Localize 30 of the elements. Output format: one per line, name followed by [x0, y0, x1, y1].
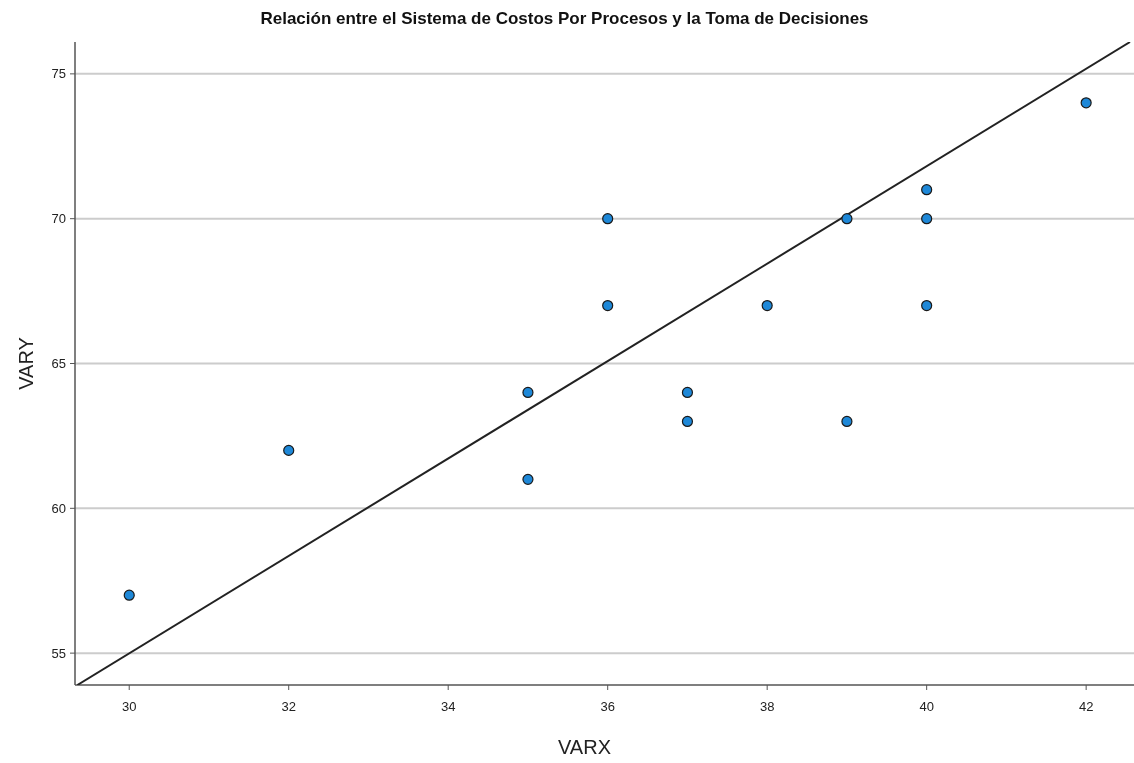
point — [841, 415, 853, 428]
y-tick-label: 70 — [51, 211, 66, 227]
y-tick-label: 60 — [51, 500, 66, 516]
point — [123, 589, 135, 601]
point — [522, 386, 534, 399]
x-tick-label: 34 — [440, 699, 456, 714]
x-tick-label: 36 — [600, 699, 615, 714]
x-tick-label: 38 — [759, 699, 775, 714]
y-tick-label: 65 — [51, 356, 66, 372]
point — [841, 213, 853, 225]
point — [921, 213, 933, 225]
x-tick-label: 40 — [919, 699, 934, 714]
point — [921, 299, 933, 312]
point — [602, 299, 614, 312]
y-axis-title: VARY — [15, 337, 37, 390]
point — [681, 415, 694, 428]
point — [761, 299, 773, 312]
y-tick-label: 55 — [51, 645, 66, 661]
point — [522, 473, 534, 485]
x-tick-label: 32 — [281, 699, 296, 714]
point — [921, 184, 933, 196]
x-tick-label: 42 — [1078, 699, 1094, 714]
point — [1080, 97, 1092, 109]
point — [283, 444, 295, 456]
y-tick-label: 75 — [51, 66, 66, 82]
x-tick-label: 30 — [121, 699, 137, 714]
point — [681, 386, 694, 399]
x-axis-title: VARX — [558, 736, 611, 758]
chart-title: Relación entre el Sistema de Costos Por Procesos y la Toma de Decisiones — [260, 9, 869, 28]
point — [602, 213, 614, 225]
